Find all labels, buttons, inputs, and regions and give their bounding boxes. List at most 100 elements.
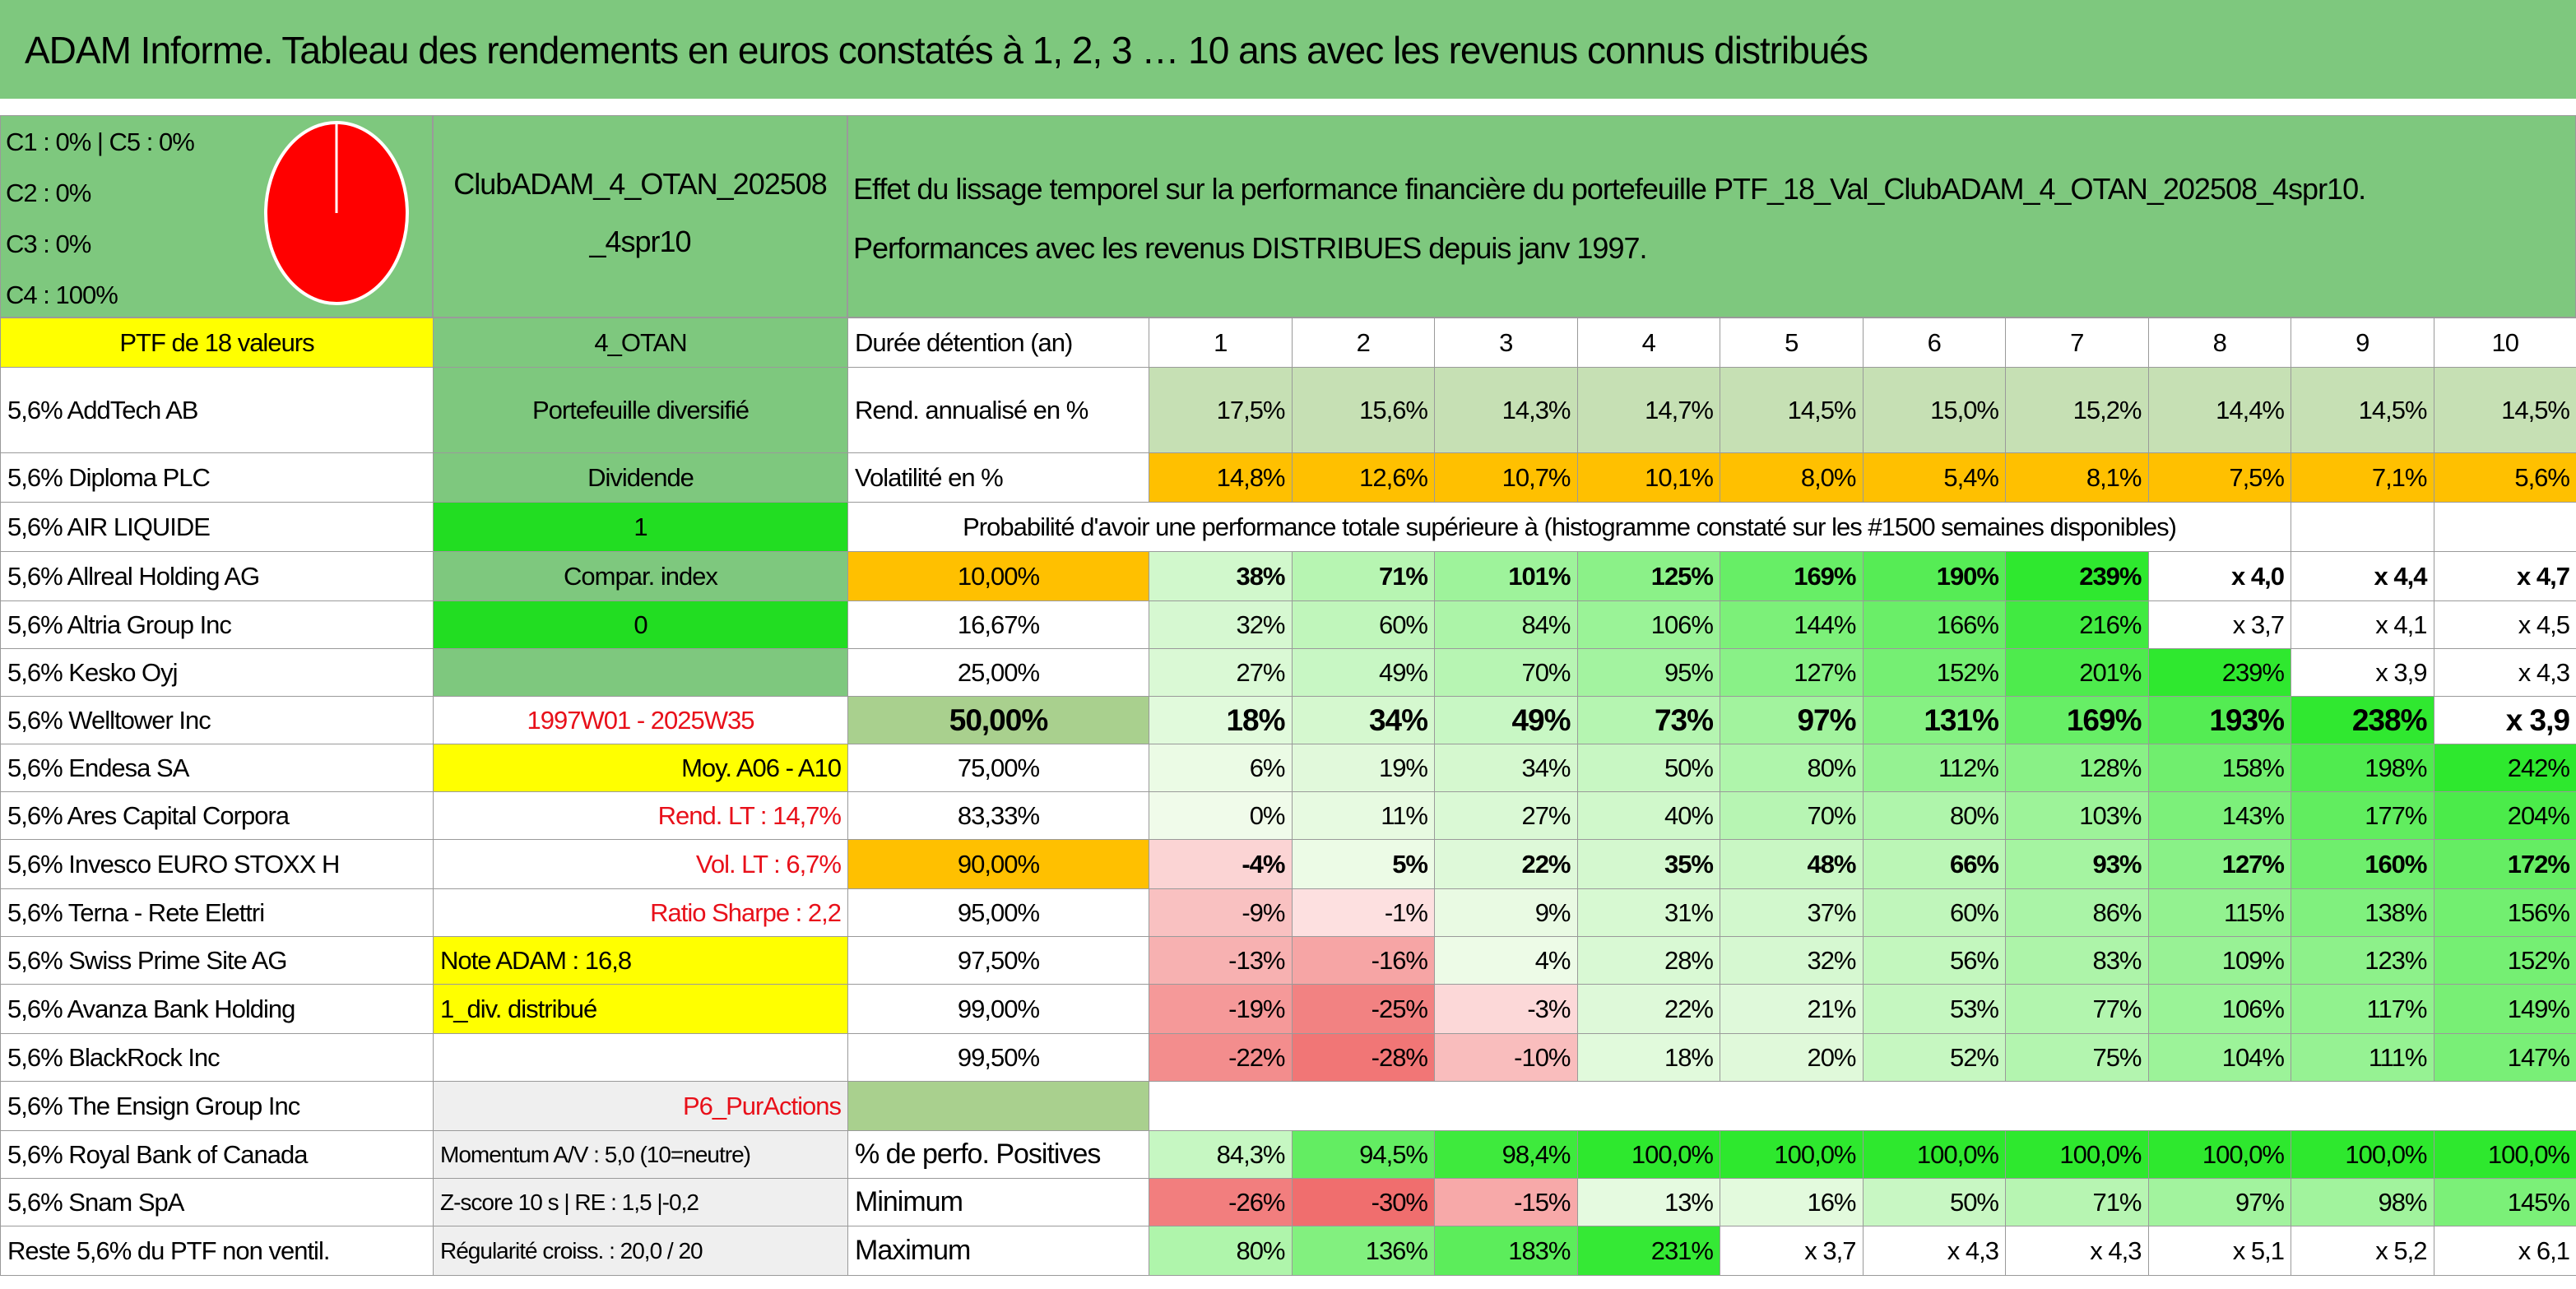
value-cell: x 3,7: [1720, 1226, 1864, 1276]
holding-cell: 5,6% AddTech AB: [0, 367, 434, 453]
value-cell: 52%: [1862, 1033, 2006, 1082]
value-cell: 40%: [1576, 791, 1720, 840]
value-cell: 5,6%: [2433, 452, 2576, 503]
value-cell: 216%: [2005, 600, 2149, 649]
value-cell: 106%: [1576, 600, 1720, 649]
row-label: 95,00%: [847, 888, 1149, 937]
value-cell: 8: [2147, 318, 2291, 368]
value-cell: 10: [2433, 318, 2576, 368]
value-cell: -13%: [1149, 936, 1293, 985]
value-cell: 7: [2005, 318, 2149, 368]
row-label: 97,50%: [847, 936, 1149, 985]
row-label: 83,33%: [847, 791, 1149, 840]
holding-cell: Reste 5,6% du PTF non ventil.: [0, 1226, 434, 1276]
row-label: 75,00%: [847, 744, 1149, 792]
holding-cell: 5,6% Ares Capital Corpora: [0, 791, 434, 840]
value-cell: 201%: [2005, 648, 2149, 697]
value-cell: 9: [2291, 318, 2434, 368]
value-cell: 12,6%: [1291, 452, 1435, 503]
value-cell: 75%: [2005, 1033, 2149, 1082]
value-cell: 100,0%: [1576, 1130, 1720, 1179]
value-cell: 131%: [1862, 696, 2006, 744]
row-label: % de perfo. Positives: [847, 1130, 1149, 1179]
value-cell: 97%: [2147, 1178, 2291, 1226]
value-cell: 100,0%: [2291, 1130, 2434, 1179]
info-cell: 1997W01 - 2025W35: [433, 696, 848, 744]
value-cell: -30%: [1291, 1178, 1435, 1226]
value-cell: 34%: [1434, 744, 1578, 792]
value-cell: 71%: [1291, 551, 1435, 601]
value-cell: 94,5%: [1291, 1130, 1435, 1179]
value-cell: 49%: [1434, 696, 1578, 744]
description-cell: Effet du lissage temporel sur la perform…: [847, 115, 2576, 318]
info-cell: Momentum A/V : 5,0 (10=neutre): [433, 1130, 848, 1179]
value-cell: 100,0%: [1720, 1130, 1864, 1179]
value-cell: 70%: [1720, 791, 1864, 840]
value-cell: 18%: [1576, 1033, 1720, 1082]
empty-cell: [2433, 502, 2576, 552]
value-cell: 143%: [2147, 791, 2291, 840]
value-cell: 32%: [1720, 936, 1864, 985]
info-cell: P6_PurActions: [433, 1081, 848, 1131]
value-cell: 86%: [2005, 888, 2149, 937]
info-cell: 1_div. distribué: [433, 984, 848, 1034]
value-cell: 8,1%: [2005, 452, 2149, 503]
value-cell: -10%: [1434, 1033, 1578, 1082]
value-cell: 38%: [1149, 551, 1293, 601]
value-cell: 97%: [1720, 696, 1864, 744]
row-label: Rend. annualisé en %: [847, 367, 1149, 453]
value-cell: 84,3%: [1149, 1130, 1293, 1179]
empty-cell: [2291, 502, 2434, 552]
value-cell: 32%: [1149, 600, 1293, 649]
value-cell: 106%: [2147, 984, 2291, 1034]
value-cell: 73%: [1576, 696, 1720, 744]
info-cell: [433, 1033, 848, 1082]
holding-cell: 5,6% BlackRock Inc: [0, 1033, 434, 1082]
value-cell: 60%: [1291, 600, 1435, 649]
value-cell: x 3,9: [2433, 696, 2576, 744]
row-label: Minimum: [847, 1178, 1149, 1226]
info-cell: Rend. LT : 14,7%: [433, 791, 848, 840]
value-cell: 149%: [2433, 984, 2576, 1034]
value-cell: 138%: [2291, 888, 2434, 937]
value-cell: 128%: [2005, 744, 2149, 792]
value-cell: -9%: [1149, 888, 1293, 937]
value-cell: 5%: [1291, 839, 1435, 889]
value-cell: 3: [1434, 318, 1578, 368]
holding-cell: 5,6% Altria Group Inc: [0, 600, 434, 649]
value-cell: 50%: [1576, 744, 1720, 792]
value-cell: 4: [1576, 318, 1720, 368]
row-label: Maximum: [847, 1226, 1149, 1276]
value-cell: 14,5%: [1720, 367, 1864, 453]
value-cell: -16%: [1291, 936, 1435, 985]
value-cell: 35%: [1576, 839, 1720, 889]
value-cell: 60%: [1862, 888, 2006, 937]
value-cell: 136%: [1291, 1226, 1435, 1276]
value-cell: 242%: [2433, 744, 2576, 792]
value-cell: 70%: [1434, 648, 1578, 697]
value-cell: 27%: [1434, 791, 1578, 840]
info-cell: Ratio Sharpe : 2,2: [433, 888, 848, 937]
info-cell: Vol. LT : 6,7%: [433, 839, 848, 889]
holding-cell: 5,6% Invesco EURO STOXX H: [0, 839, 434, 889]
value-cell: x 4,3: [2433, 648, 2576, 697]
value-cell: x 4,3: [1862, 1226, 2006, 1276]
value-cell: -4%: [1149, 839, 1293, 889]
value-cell: 10,1%: [1576, 452, 1720, 503]
row-label: 99,00%: [847, 984, 1149, 1034]
info-cell: Régularité croiss. : 20,0 / 20: [433, 1226, 848, 1276]
value-cell: 14,4%: [2147, 367, 2291, 453]
description-line: Performances avec les revenus DISTRIBUES…: [853, 231, 1647, 265]
allocation-line: C3 : 0%: [6, 230, 91, 258]
value-cell: x 6,1: [2433, 1226, 2576, 1276]
value-cell: x 4,4: [2291, 551, 2434, 601]
value-cell: 98%: [2291, 1178, 2434, 1226]
value-cell: x 4,5: [2433, 600, 2576, 649]
value-cell: 6: [1862, 318, 2006, 368]
value-cell: 84%: [1434, 600, 1578, 649]
value-cell: 77%: [2005, 984, 2149, 1034]
info-cell: 4_OTAN: [433, 318, 848, 368]
value-cell: 193%: [2147, 696, 2291, 744]
value-cell: x 3,7: [2147, 600, 2291, 649]
value-cell: 20%: [1720, 1033, 1864, 1082]
